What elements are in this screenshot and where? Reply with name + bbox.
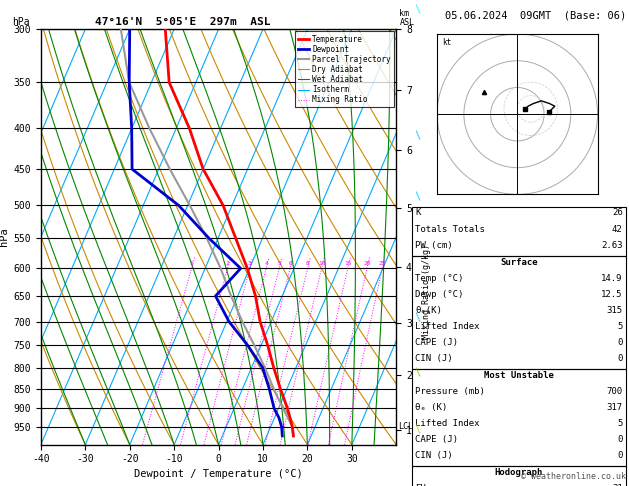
Text: 1: 1 xyxy=(190,261,194,266)
Text: 14.9: 14.9 xyxy=(601,274,623,283)
Text: 10: 10 xyxy=(318,261,325,266)
Text: CIN (J): CIN (J) xyxy=(415,354,453,363)
Text: Lifted Index: Lifted Index xyxy=(415,322,480,331)
Text: © weatheronline.co.uk: © weatheronline.co.uk xyxy=(521,472,626,481)
Text: kt: kt xyxy=(443,38,452,47)
Text: 42: 42 xyxy=(612,225,623,234)
Legend: Temperature, Dewpoint, Parcel Trajectory, Dry Adiabat, Wet Adiabat, Isotherm, Mi: Temperature, Dewpoint, Parcel Trajectory… xyxy=(295,32,394,107)
Text: 6: 6 xyxy=(288,261,292,266)
Text: Totals Totals: Totals Totals xyxy=(415,225,485,234)
Text: EH: EH xyxy=(415,484,426,486)
Text: /: / xyxy=(413,130,424,141)
Text: 25: 25 xyxy=(379,261,386,266)
Text: 2.63: 2.63 xyxy=(601,241,623,250)
Text: Most Unstable: Most Unstable xyxy=(484,371,554,380)
Text: /: / xyxy=(413,191,424,202)
Text: Dewp (°C): Dewp (°C) xyxy=(415,290,464,299)
Text: 20: 20 xyxy=(364,261,370,266)
Text: 0: 0 xyxy=(617,435,623,444)
Text: 5: 5 xyxy=(617,419,623,428)
Text: θₑ(K): θₑ(K) xyxy=(415,306,442,315)
Text: CAPE (J): CAPE (J) xyxy=(415,338,458,347)
Text: 5: 5 xyxy=(277,261,281,266)
Text: Pressure (mb): Pressure (mb) xyxy=(415,387,485,396)
Text: 47°16'N  5°05'E  297m  ASL: 47°16'N 5°05'E 297m ASL xyxy=(95,17,271,27)
Text: 0: 0 xyxy=(617,338,623,347)
Text: Temp (°C): Temp (°C) xyxy=(415,274,464,283)
Text: Hodograph: Hodograph xyxy=(495,468,543,477)
Text: K: K xyxy=(415,208,421,218)
Text: 315: 315 xyxy=(606,306,623,315)
Text: 0: 0 xyxy=(617,354,623,363)
Text: 12.5: 12.5 xyxy=(601,290,623,299)
X-axis label: Dewpoint / Temperature (°C): Dewpoint / Temperature (°C) xyxy=(134,469,303,479)
Text: 26: 26 xyxy=(612,208,623,218)
Text: Surface: Surface xyxy=(500,258,538,267)
Text: Lifted Index: Lifted Index xyxy=(415,419,480,428)
Text: /: / xyxy=(413,366,424,378)
Text: 3: 3 xyxy=(248,261,252,266)
Text: CIN (J): CIN (J) xyxy=(415,451,453,460)
Text: 5: 5 xyxy=(617,322,623,331)
Text: CAPE (J): CAPE (J) xyxy=(415,435,458,444)
Text: /: / xyxy=(413,423,424,434)
Text: 8: 8 xyxy=(306,261,309,266)
Text: 4: 4 xyxy=(264,261,268,266)
Text: /: / xyxy=(413,311,424,322)
Text: 2: 2 xyxy=(226,261,230,266)
Y-axis label: hPa: hPa xyxy=(0,227,9,246)
Text: 31: 31 xyxy=(612,484,623,486)
Text: 15: 15 xyxy=(344,261,352,266)
Text: PW (cm): PW (cm) xyxy=(415,241,453,250)
Text: km
ASL: km ASL xyxy=(399,9,415,27)
Text: hPa: hPa xyxy=(13,17,30,27)
Text: θₑ (K): θₑ (K) xyxy=(415,403,447,412)
Text: /: / xyxy=(413,3,424,15)
Text: 05.06.2024  09GMT  (Base: 06): 05.06.2024 09GMT (Base: 06) xyxy=(445,11,626,21)
Text: 0: 0 xyxy=(617,451,623,460)
Text: LCL: LCL xyxy=(399,422,413,432)
Text: 317: 317 xyxy=(606,403,623,412)
Text: 700: 700 xyxy=(606,387,623,396)
Text: Mixing Ratio (g/kg): Mixing Ratio (g/kg) xyxy=(422,244,431,339)
